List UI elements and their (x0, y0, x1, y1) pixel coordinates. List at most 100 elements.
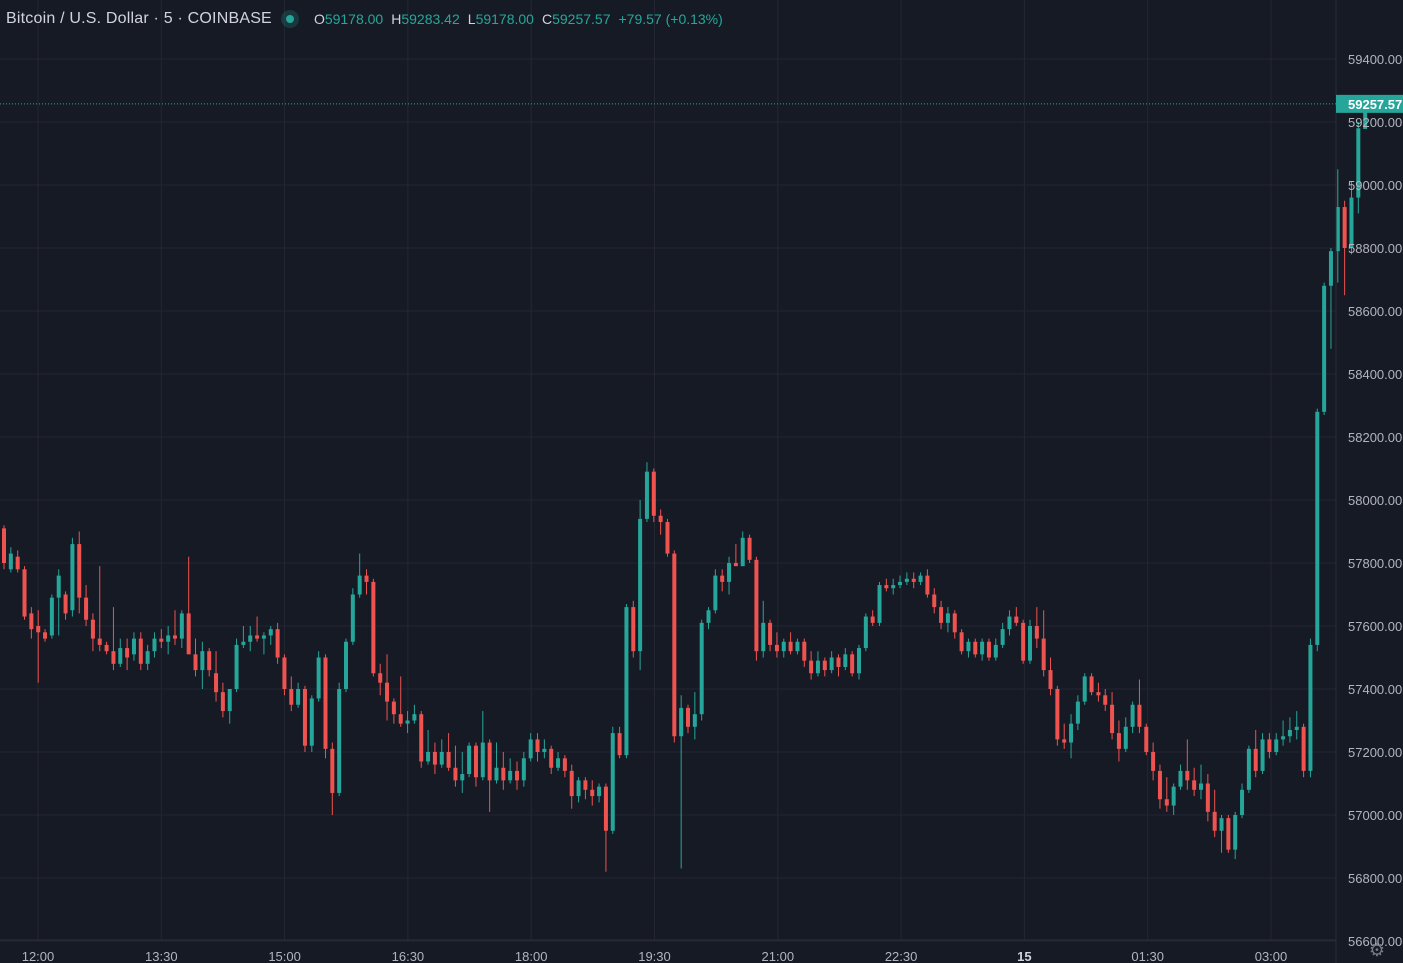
candle-body (56, 575, 61, 598)
candle-body (665, 522, 670, 554)
candle (1014, 607, 1019, 626)
candle (1144, 723, 1149, 756)
candle (768, 619, 773, 652)
candle (289, 676, 294, 712)
candle (398, 676, 403, 727)
candle (1349, 181, 1354, 255)
time-tick-label: 16:30 (392, 949, 425, 963)
candle (1205, 774, 1210, 822)
candle-body (1130, 704, 1135, 727)
candle-body (508, 770, 513, 781)
candle (631, 600, 636, 658)
candle-body (145, 651, 150, 664)
candle (528, 733, 533, 762)
candle-body (179, 613, 184, 639)
candle-body (426, 752, 431, 762)
candle-body (323, 657, 328, 749)
candle-body (111, 651, 116, 664)
candle-body (939, 607, 944, 623)
candle-body (432, 752, 437, 765)
candle (138, 632, 143, 671)
candle-body (610, 733, 615, 831)
candle (672, 550, 677, 743)
candle-body (1178, 770, 1183, 787)
candle (651, 468, 656, 523)
candle-body (302, 689, 307, 746)
candle (898, 575, 903, 589)
price-tick-label: 58400.00 (1348, 367, 1402, 382)
candle (1356, 122, 1361, 214)
price-tick-label: 59000.00 (1348, 178, 1402, 193)
candle-body (1007, 616, 1012, 630)
candle-body (344, 641, 348, 689)
candle-body (467, 745, 472, 775)
candle-body (248, 635, 253, 642)
candle-body (1144, 726, 1149, 752)
candle-body (460, 774, 465, 781)
candle-body (1287, 729, 1292, 737)
candle-body (562, 758, 567, 771)
candle (90, 613, 95, 652)
candle-body (419, 714, 424, 762)
candle (1294, 711, 1299, 740)
candle (644, 462, 649, 523)
candle-body (378, 673, 383, 683)
candle-body (1267, 739, 1272, 752)
candle-body (884, 585, 889, 589)
candle (549, 745, 554, 775)
candle (679, 695, 684, 869)
candle (692, 692, 697, 740)
candle (179, 610, 184, 649)
candle-body (918, 575, 923, 582)
candle (829, 651, 834, 674)
candle-body (945, 613, 950, 623)
candle (70, 537, 75, 617)
symbol-title[interactable]: Bitcoin / U.S. Dollar · 5 · COINBASE (6, 10, 272, 27)
candle-body (1000, 629, 1005, 645)
candle (1240, 783, 1245, 819)
candle-body (398, 714, 403, 724)
time-tick-label: 12:00 (22, 949, 55, 963)
candle (22, 566, 27, 620)
candle-body (576, 780, 581, 797)
candle (220, 682, 225, 718)
candle (857, 644, 861, 680)
candle-body (1253, 748, 1258, 771)
candle (357, 553, 362, 598)
candle (624, 603, 629, 759)
candle-body (658, 515, 663, 523)
candle-body (740, 537, 745, 567)
candle-body (1301, 726, 1306, 771)
candle (959, 629, 964, 655)
ohlc-close-value: 59257.57 (552, 11, 611, 27)
candle (460, 752, 465, 793)
candle-body (1356, 128, 1361, 198)
candle (1034, 607, 1039, 649)
candle-body (679, 707, 684, 737)
candle (1274, 733, 1279, 756)
candle (1028, 619, 1032, 664)
time-tick-label: 19:30 (638, 949, 671, 963)
candle-body (986, 641, 991, 658)
last-price-label: 59257.57 (1348, 97, 1402, 112)
candle-body (36, 626, 41, 633)
market-status-icon (285, 15, 294, 23)
candle (1178, 764, 1183, 790)
ohlc-high-value: 59283.42 (401, 11, 460, 27)
candle-body (898, 581, 903, 586)
candle-body (261, 635, 266, 639)
price-tick-label: 57000.00 (1348, 808, 1402, 823)
price-tick-label: 58800.00 (1348, 241, 1402, 256)
candle-body (8, 553, 13, 570)
candle (391, 698, 396, 724)
candle-body (1342, 207, 1347, 248)
candle-body (733, 563, 738, 567)
candle-body (802, 641, 807, 661)
settings-gear-icon[interactable]: ⚙ (1368, 940, 1385, 960)
candle (1069, 714, 1074, 759)
candle-body (186, 613, 191, 655)
candle-body (15, 556, 20, 570)
candle (932, 588, 937, 614)
candle (1089, 673, 1094, 696)
